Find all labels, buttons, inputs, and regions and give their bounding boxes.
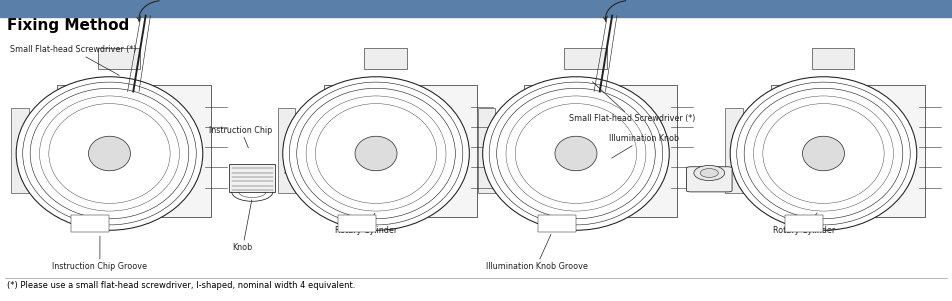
FancyBboxPatch shape: [564, 48, 607, 69]
FancyBboxPatch shape: [811, 48, 855, 69]
FancyBboxPatch shape: [478, 108, 495, 193]
Ellipse shape: [694, 166, 724, 181]
FancyBboxPatch shape: [57, 85, 210, 217]
Text: Fixing Method: Fixing Method: [7, 18, 129, 33]
FancyBboxPatch shape: [278, 108, 295, 193]
FancyBboxPatch shape: [725, 108, 743, 193]
Text: Illumination Knob Groove: Illumination Knob Groove: [486, 234, 587, 271]
FancyBboxPatch shape: [524, 85, 678, 217]
Ellipse shape: [283, 77, 469, 230]
FancyBboxPatch shape: [11, 108, 29, 193]
Ellipse shape: [803, 136, 844, 171]
FancyBboxPatch shape: [686, 167, 732, 192]
Text: (*) Please use a small flat-head screwdriver, I-shaped, nominal width 4 equivale: (*) Please use a small flat-head screwdr…: [7, 281, 355, 290]
Text: Small Flat-head Screwdriver (*): Small Flat-head Screwdriver (*): [10, 45, 136, 76]
Ellipse shape: [16, 77, 203, 230]
Text: Small Flat-head Screwdriver (*): Small Flat-head Screwdriver (*): [569, 82, 696, 123]
Text: Rotary Cylinder: Rotary Cylinder: [335, 213, 398, 235]
Ellipse shape: [730, 77, 917, 230]
FancyBboxPatch shape: [771, 85, 925, 217]
Bar: [338, 215, 376, 232]
Text: Instruction Chip: Instruction Chip: [209, 126, 272, 148]
Text: Knob: Knob: [232, 200, 253, 252]
Bar: [71, 215, 109, 232]
Text: Rotary Cylinder: Rotary Cylinder: [773, 213, 836, 235]
Ellipse shape: [483, 77, 669, 230]
Text: Illumination Knob: Illumination Knob: [609, 134, 680, 158]
Text: Instruction Chip Groove: Instruction Chip Groove: [52, 236, 148, 271]
Ellipse shape: [355, 136, 397, 171]
Bar: [538, 215, 576, 232]
Bar: [0, 0, 952, 17]
Bar: [785, 215, 823, 232]
FancyBboxPatch shape: [98, 48, 141, 69]
Bar: [229, 164, 275, 192]
Ellipse shape: [701, 169, 718, 177]
FancyBboxPatch shape: [364, 48, 407, 69]
Ellipse shape: [555, 136, 597, 171]
Ellipse shape: [89, 136, 130, 171]
FancyBboxPatch shape: [324, 85, 478, 217]
